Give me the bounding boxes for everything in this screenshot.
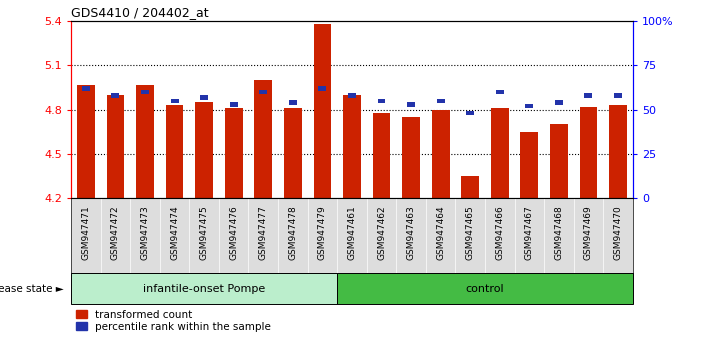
Text: GSM947476: GSM947476 [229, 206, 238, 261]
Bar [196, 102, 213, 198]
Bar [555, 101, 563, 105]
Text: disease state ►: disease state ► [0, 284, 64, 293]
Bar [77, 85, 95, 198]
Bar [284, 108, 301, 198]
Bar [348, 93, 356, 98]
Bar [579, 107, 597, 198]
Text: GSM947471: GSM947471 [81, 206, 90, 261]
Text: GSM947479: GSM947479 [318, 206, 327, 261]
Bar [107, 95, 124, 198]
Legend: transformed count, percentile rank within the sample: transformed count, percentile rank withi… [76, 310, 271, 332]
Bar [584, 93, 592, 98]
Text: GSM947478: GSM947478 [289, 206, 297, 261]
Bar [520, 132, 538, 198]
Text: GSM947467: GSM947467 [525, 206, 534, 261]
Bar [614, 93, 622, 98]
Text: GSM947470: GSM947470 [614, 206, 623, 261]
Bar [112, 93, 119, 98]
Bar [609, 105, 627, 198]
Bar [550, 125, 568, 198]
Bar [525, 104, 533, 108]
Text: GSM947475: GSM947475 [200, 206, 208, 261]
Bar [466, 111, 474, 115]
Text: control: control [466, 284, 504, 293]
Bar [200, 95, 208, 99]
Text: GSM947474: GSM947474 [170, 206, 179, 260]
Bar [82, 86, 90, 91]
Text: GSM947473: GSM947473 [141, 206, 149, 261]
Text: GSM947463: GSM947463 [407, 206, 415, 261]
Bar [289, 101, 296, 105]
Text: GSM947461: GSM947461 [348, 206, 356, 261]
Text: infantile-onset Pompe: infantile-onset Pompe [143, 284, 265, 293]
Bar [260, 90, 267, 94]
Bar [343, 95, 360, 198]
Bar [437, 99, 444, 103]
Text: GSM947462: GSM947462 [377, 206, 386, 260]
Bar [407, 102, 415, 107]
Bar [166, 105, 183, 198]
Bar [373, 113, 390, 198]
Bar [496, 90, 504, 94]
Bar [378, 99, 385, 103]
Text: GSM947464: GSM947464 [436, 206, 445, 260]
Bar [171, 99, 178, 103]
Bar [141, 90, 149, 94]
Text: GDS4410 / 204402_at: GDS4410 / 204402_at [71, 6, 209, 19]
Text: GSM947477: GSM947477 [259, 206, 268, 261]
Bar [314, 24, 331, 198]
Bar [337, 273, 633, 304]
Text: GSM947472: GSM947472 [111, 206, 120, 260]
Bar [136, 85, 154, 198]
Bar [319, 86, 326, 91]
Bar [225, 108, 242, 198]
Bar [402, 117, 420, 198]
Bar [432, 110, 449, 198]
Text: GSM947465: GSM947465 [466, 206, 475, 261]
Bar [255, 80, 272, 198]
Text: GSM947469: GSM947469 [584, 206, 593, 261]
Bar [230, 102, 237, 107]
Bar [71, 273, 337, 304]
Bar [461, 176, 479, 198]
Text: GSM947468: GSM947468 [555, 206, 563, 261]
Bar [491, 108, 508, 198]
Text: GSM947466: GSM947466 [496, 206, 504, 261]
